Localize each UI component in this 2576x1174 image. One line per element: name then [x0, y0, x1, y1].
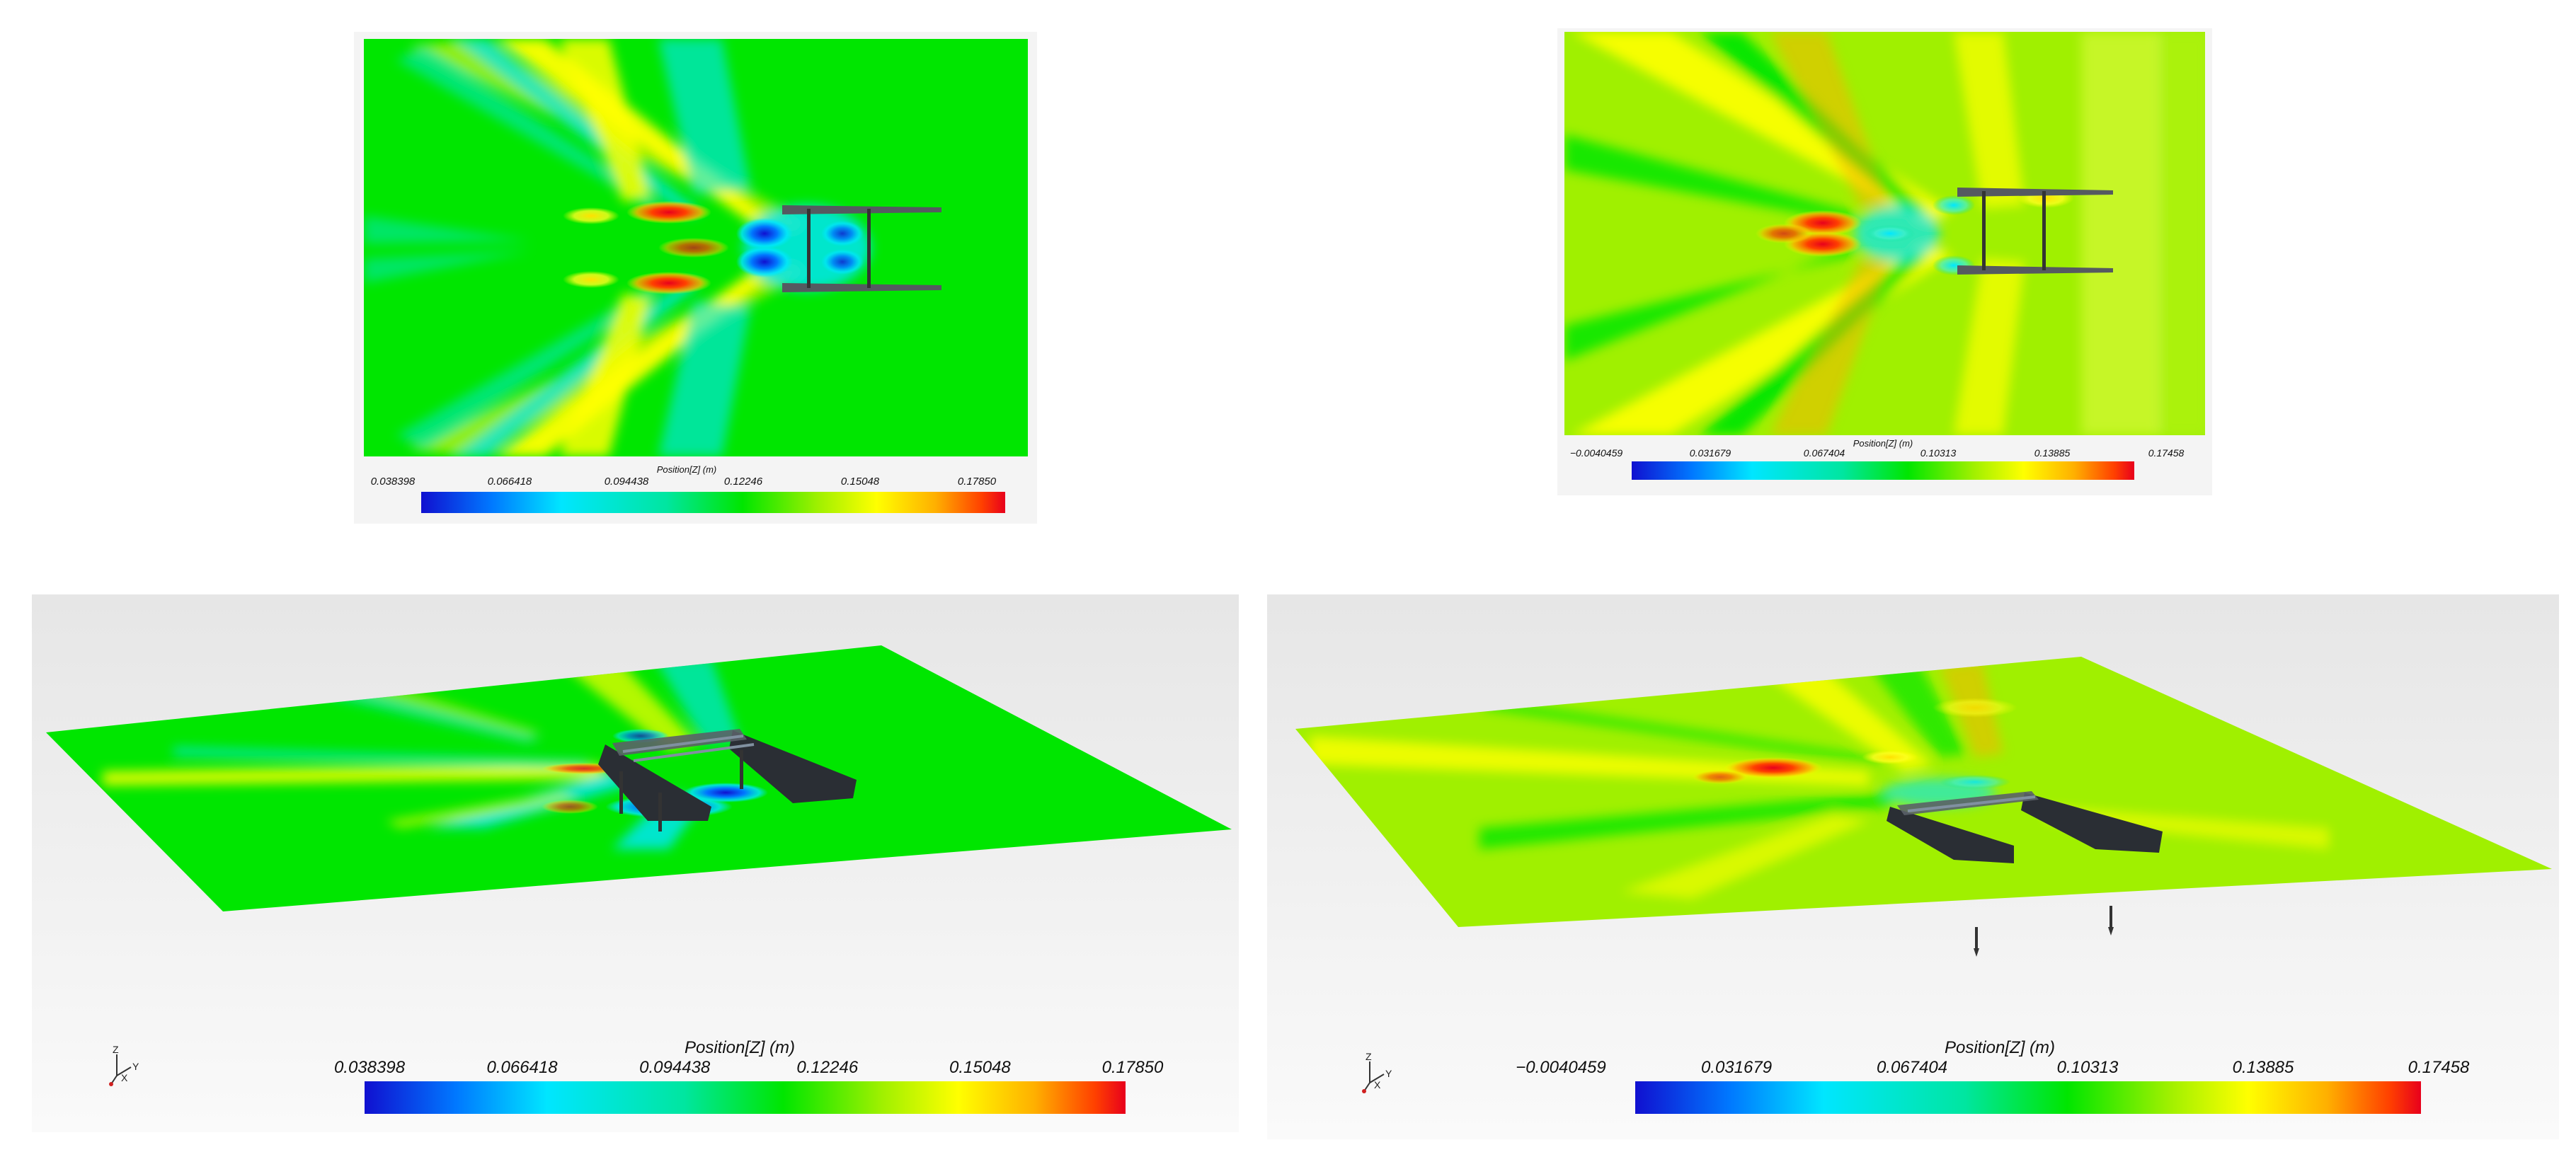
contour-field — [364, 39, 1028, 456]
colorbar-tick-label: 0.067404 — [1877, 1058, 1947, 1077]
axis-y-label: Y — [132, 1061, 139, 1072]
colorbar-tick-label: 0.12246 — [796, 1058, 858, 1077]
colorbar-tick-label: 0.094438 — [605, 476, 649, 488]
colorbar-tick-label: 0.094438 — [639, 1058, 711, 1077]
axis-y-label: Y — [1385, 1068, 1392, 1079]
wave-contour-perspective-view: Z X Y Position[Z] (m) −0.0040459 0.031679… — [1267, 594, 2559, 1139]
colorbar-gradient — [365, 1081, 1126, 1114]
catamaran-hull — [1957, 188, 2113, 275]
colorbar-tick-label: 0.10313 — [2057, 1058, 2119, 1077]
colorbar: Position[Z] (m) −0.0040459 0.031679 0.0674… — [1516, 1038, 2470, 1114]
colorbar-tick-labels: −0.0040459 0.031679 0.067404 0.10313 0.13885… — [1516, 1058, 2470, 1077]
axis-x-label: X — [121, 1072, 128, 1083]
contour-field — [1564, 32, 2205, 435]
colorbar-tick-label: −0.0040459 — [1570, 447, 1623, 459]
colorbar-tick-label: 0.066418 — [487, 1058, 559, 1077]
colorbar-tick-label: 0.12246 — [724, 476, 763, 488]
colorbar-tick-label: 0.038398 — [371, 476, 416, 488]
colorbar-gradient — [1632, 461, 2134, 480]
axis-z-label: Z — [113, 1044, 119, 1055]
colorbar-tick-label: 0.17850 — [1102, 1058, 1164, 1077]
colorbar-gradient — [421, 492, 1005, 513]
colorbar-title: Position[Z] (m) — [1853, 438, 1913, 449]
colorbar-title: Position[Z] (m) — [685, 1038, 795, 1057]
axis-z-label: Z — [1366, 1051, 1372, 1062]
colorbar-gradient — [1635, 1081, 2421, 1114]
panel-bottom-left: Z X Y Position[Z] (m) 0.038398 0.066418 0.… — [32, 594, 1239, 1132]
panel-bottom-right: Z X Y Position[Z] (m) −0.0040459 0.031679… — [1267, 594, 2559, 1139]
colorbar-title: Position[Z] (m) — [657, 464, 717, 475]
colorbar-tick-label: 0.17850 — [958, 476, 997, 488]
colorbar-title: Position[Z] (m) — [1945, 1038, 2055, 1057]
wave-contour-top-view: Position[Z] (m) 0.038398 0.066418 0.094438… — [354, 32, 1037, 524]
axis-triad: Z X Y — [109, 1044, 139, 1086]
axis-x-label: X — [1374, 1079, 1381, 1090]
colorbar-tick-label: 0.066418 — [488, 476, 532, 488]
colorbar-tick-label: −0.0040459 — [1516, 1058, 1605, 1077]
colorbar-tick-label: 0.13885 — [2034, 447, 2071, 459]
contour-field — [1295, 657, 2552, 927]
panel-top-right: Position[Z] (m) −0.0040459 0.031679 0.0674… — [1557, 28, 2212, 495]
colorbar-tick-label: 0.15048 — [949, 1058, 1011, 1077]
axis-triad: Z X Y — [1362, 1051, 1392, 1093]
colorbar-tick-label: 0.15048 — [841, 476, 880, 488]
catamaran-hull — [598, 729, 857, 831]
wave-contour-perspective-view: Z X Y Position[Z] (m) 0.038398 0.066418 0.… — [32, 594, 1239, 1132]
colorbar: Position[Z] (m) −0.0040459 0.031679 0.0674… — [1570, 438, 2185, 480]
colorbar-tick-label: 0.031679 — [1701, 1058, 1772, 1077]
colorbar-tick-label: 0.067404 — [1804, 447, 1845, 459]
catamaran-hull — [1887, 791, 2163, 957]
colorbar-tick-label: 0.17458 — [2148, 447, 2185, 459]
wave-contour-top-view: Position[Z] (m) −0.0040459 0.031679 0.0674… — [1557, 28, 2212, 495]
colorbar: Position[Z] (m) 0.038398 0.066418 0.094438… — [371, 464, 1005, 513]
colorbar-tick-label: 0.13885 — [2233, 1058, 2294, 1077]
colorbar-tick-label: 0.17458 — [2408, 1058, 2470, 1077]
colorbar-tick-label: 0.031679 — [1690, 447, 1731, 459]
catamaran-hull — [782, 205, 941, 292]
colorbar: Position[Z] (m) 0.038398 0.066418 0.094438… — [334, 1038, 1164, 1114]
colorbar-tick-labels: −0.0040459 0.031679 0.067404 0.10313 0.13885… — [1570, 447, 2185, 459]
colorbar-tick-label: 0.038398 — [334, 1058, 406, 1077]
colorbar-tick-labels: 0.038398 0.066418 0.094438 0.12246 0.15048 0.… — [371, 476, 997, 488]
colorbar-tick-label: 0.10313 — [1920, 447, 1957, 459]
panel-top-left: Position[Z] (m) 0.038398 0.066418 0.094438… — [354, 32, 1037, 524]
colorbar-tick-labels: 0.038398 0.066418 0.094438 0.12246 0.15048 0.… — [334, 1058, 1164, 1077]
